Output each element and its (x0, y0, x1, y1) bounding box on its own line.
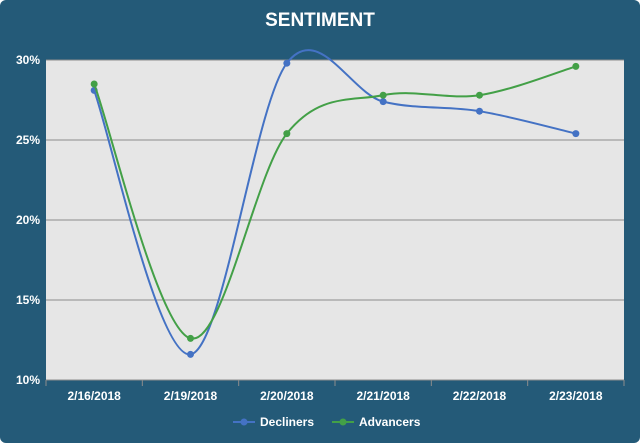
x-tick-label: 2/16/2018 (67, 389, 121, 403)
x-tick-label: 2/23/2018 (549, 389, 603, 403)
y-tick-label: 25% (16, 133, 40, 147)
legend-label-advancers: Advancers (359, 415, 421, 429)
legend: Decliners Advancers (233, 415, 421, 429)
y-tick-label: 20% (16, 213, 40, 227)
y-tick-label: 10% (16, 373, 40, 387)
y-tick-label: 15% (16, 293, 40, 307)
x-tick-label: 2/19/2018 (164, 389, 218, 403)
data-point-advancers (187, 334, 194, 342)
legend-label-decliners: Decliners (260, 415, 314, 429)
legend-marker-advancers (339, 418, 347, 426)
y-axis-ticks: 10% 15% 20% 25% 30% (16, 53, 40, 387)
data-point-advancers (572, 62, 580, 70)
x-tick-label: 2/20/2018 (260, 389, 314, 403)
data-point-decliners (572, 130, 580, 138)
legend-marker-decliners (240, 418, 248, 426)
data-point-advancers (476, 91, 483, 99)
x-tick-label: 2/21/2018 (356, 389, 410, 403)
data-point-advancers (379, 91, 387, 99)
data-point-decliners (283, 59, 291, 67)
data-point-decliners (187, 350, 194, 358)
data-point-decliners (379, 98, 387, 106)
series-lines (90, 49, 580, 358)
x-tick-label: 2/22/2018 (453, 389, 507, 403)
data-point-advancers (283, 130, 291, 138)
data-point-advancers (90, 80, 98, 88)
x-axis: 2/16/2018 2/19/2018 2/20/2018 2/21/2018 2/22… (45, 380, 625, 403)
data-point-decliners (476, 107, 483, 115)
y-tick-label: 30% (16, 53, 40, 67)
chart-title: SENTIMENT (265, 10, 375, 31)
